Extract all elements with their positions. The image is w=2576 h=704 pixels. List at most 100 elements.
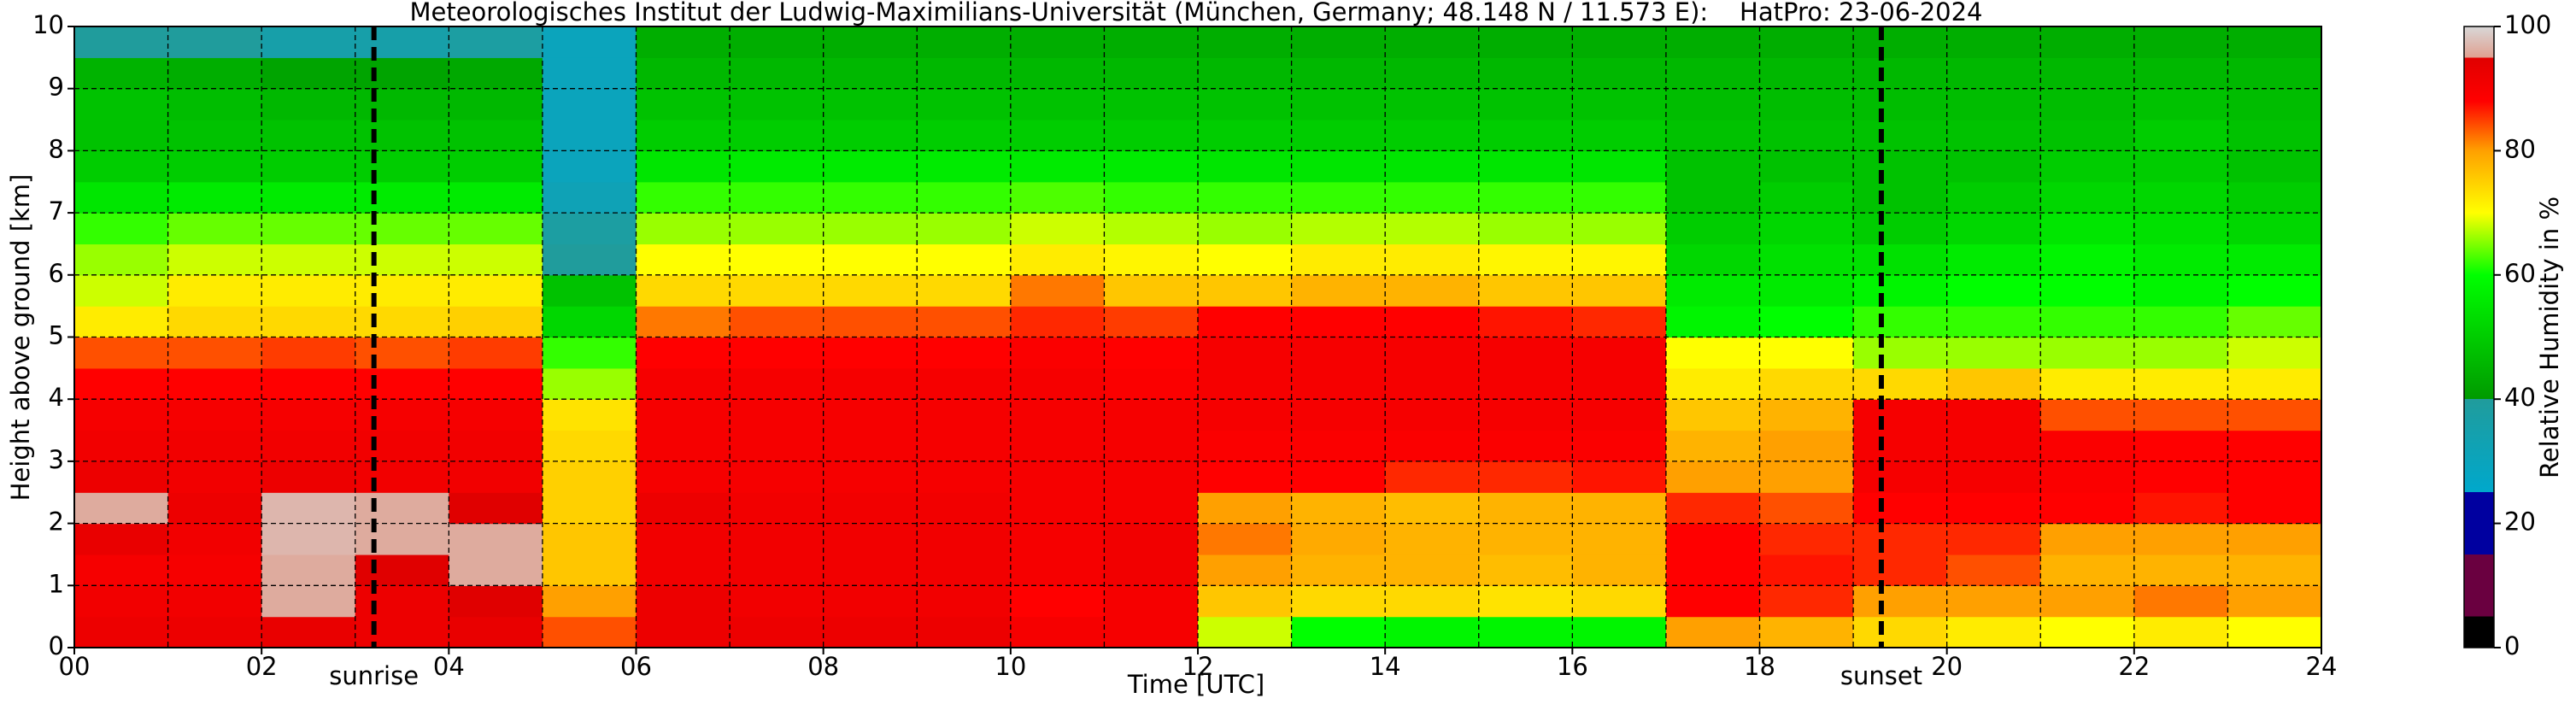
heatmap-cell bbox=[730, 150, 824, 183]
heatmap-cell bbox=[261, 367, 356, 400]
heatmap-cell bbox=[542, 306, 637, 338]
heatmap-cell bbox=[1665, 554, 1761, 586]
heatmap-cell bbox=[1385, 492, 1480, 525]
y-tick-label: 0 bbox=[49, 631, 64, 660]
heatmap-cell bbox=[542, 150, 637, 183]
heatmap-cell bbox=[167, 26, 262, 58]
heatmap-cell bbox=[2040, 461, 2135, 493]
x-tick-label: 10 bbox=[995, 652, 1026, 681]
heatmap-cell bbox=[2227, 554, 2322, 586]
heatmap-cell bbox=[1385, 26, 1480, 58]
heatmap-cell bbox=[823, 120, 918, 151]
heatmap-cell bbox=[730, 88, 824, 120]
heatmap-cell bbox=[2040, 367, 2135, 400]
heatmap-cell bbox=[1572, 616, 1667, 648]
heatmap-cell bbox=[1759, 367, 1854, 400]
heatmap-cell bbox=[1572, 274, 1667, 307]
heatmap-cell bbox=[823, 554, 918, 586]
heatmap-cell bbox=[1198, 554, 1293, 586]
heatmap-cell bbox=[730, 461, 824, 493]
heatmap-cell bbox=[1385, 554, 1480, 586]
heatmap-cell bbox=[917, 274, 1012, 307]
heatmap-cell bbox=[261, 306, 356, 338]
heatmap-cell bbox=[1572, 26, 1667, 58]
heatmap-cell bbox=[1665, 430, 1761, 462]
x-tick-label: 12 bbox=[1182, 652, 1214, 681]
heatmap-cell bbox=[1198, 150, 1293, 183]
heatmap-cell bbox=[2227, 120, 2322, 151]
heatmap-cell bbox=[542, 461, 637, 493]
heatmap-cell bbox=[1385, 337, 1480, 369]
heatmap-cell bbox=[2040, 523, 2135, 555]
heatmap-cell bbox=[1665, 150, 1761, 183]
heatmap-cell bbox=[636, 585, 731, 618]
heatmap-cell bbox=[1853, 181, 1948, 214]
heatmap-cell bbox=[2133, 243, 2229, 276]
heatmap-cell bbox=[730, 274, 824, 307]
heatmap-cell bbox=[1104, 181, 1199, 214]
heatmap-cell bbox=[74, 492, 169, 525]
heatmap-cell bbox=[730, 181, 824, 214]
heatmap-cell bbox=[2040, 213, 2135, 245]
heatmap-cell bbox=[1853, 367, 1948, 400]
heatmap-cell bbox=[1759, 306, 1854, 338]
heatmap-cell bbox=[1385, 274, 1480, 307]
heatmap-cell bbox=[1385, 57, 1480, 90]
heatmap-cell bbox=[636, 337, 731, 369]
heatmap-cell bbox=[542, 585, 637, 618]
heatmap-cell bbox=[167, 399, 262, 431]
colorbar-tick-label: 100 bbox=[2504, 10, 2551, 39]
heatmap-cell bbox=[2227, 337, 2322, 369]
heatmap-cell bbox=[1198, 88, 1293, 120]
heatmap-cell bbox=[1010, 150, 1106, 183]
heatmap-cell bbox=[449, 430, 543, 462]
heatmap-cell bbox=[1759, 337, 1854, 369]
heatmap-cell bbox=[74, 150, 169, 183]
heatmap-cell bbox=[1291, 616, 1386, 648]
heatmap-cell bbox=[823, 213, 918, 245]
heatmap-cell bbox=[1665, 616, 1761, 648]
heatmap-cell bbox=[1853, 585, 1948, 618]
heatmap-cell bbox=[1665, 243, 1761, 276]
heatmap-cell bbox=[542, 616, 637, 648]
heatmap-cell bbox=[636, 181, 731, 214]
heatmap-cell bbox=[2133, 120, 2229, 151]
heatmap-cell bbox=[636, 57, 731, 90]
heatmap-cell bbox=[1010, 120, 1106, 151]
heatmap-cell bbox=[1853, 120, 1948, 151]
x-tick-label: 22 bbox=[2118, 652, 2150, 681]
heatmap-cell bbox=[2227, 461, 2322, 493]
heatmap-cell bbox=[2227, 430, 2322, 462]
heatmap-cell bbox=[2040, 616, 2135, 648]
heatmap-cell bbox=[2227, 585, 2322, 618]
heatmap-cell bbox=[1759, 430, 1854, 462]
heatmap-cell bbox=[1478, 399, 1573, 431]
heatmap-cell bbox=[355, 367, 449, 400]
heatmap-cell bbox=[1946, 523, 2041, 555]
heatmap-cell bbox=[1946, 337, 2041, 369]
colorbar-tick-label: 80 bbox=[2504, 134, 2536, 163]
heatmap-cell bbox=[1759, 554, 1854, 586]
heatmap-cell bbox=[1198, 181, 1293, 214]
heatmap-cell bbox=[2133, 26, 2229, 58]
heatmap-cell bbox=[917, 554, 1012, 586]
heatmap-cell bbox=[261, 120, 356, 151]
heatmap-cell bbox=[1946, 181, 2041, 214]
heatmap-cell bbox=[1198, 367, 1293, 400]
heatmap-cell bbox=[823, 243, 918, 276]
heatmap-cell bbox=[74, 57, 169, 90]
heatmap-cell bbox=[1572, 585, 1667, 618]
heatmap-cell bbox=[1665, 306, 1761, 338]
y-tick-label: 3 bbox=[49, 445, 64, 474]
heatmap-cell bbox=[542, 181, 637, 214]
heatmap-cell bbox=[1946, 367, 2041, 400]
heatmap-cell bbox=[1478, 57, 1573, 90]
heatmap-cell bbox=[917, 213, 1012, 245]
heatmap-cell bbox=[2040, 57, 2135, 90]
heatmap-cell bbox=[542, 274, 637, 307]
heatmap-cell bbox=[261, 616, 356, 648]
heatmap-cell bbox=[74, 399, 169, 431]
heatmap-cell bbox=[1946, 120, 2041, 151]
heatmap-cell bbox=[1478, 616, 1573, 648]
heatmap-cell bbox=[2133, 492, 2229, 525]
